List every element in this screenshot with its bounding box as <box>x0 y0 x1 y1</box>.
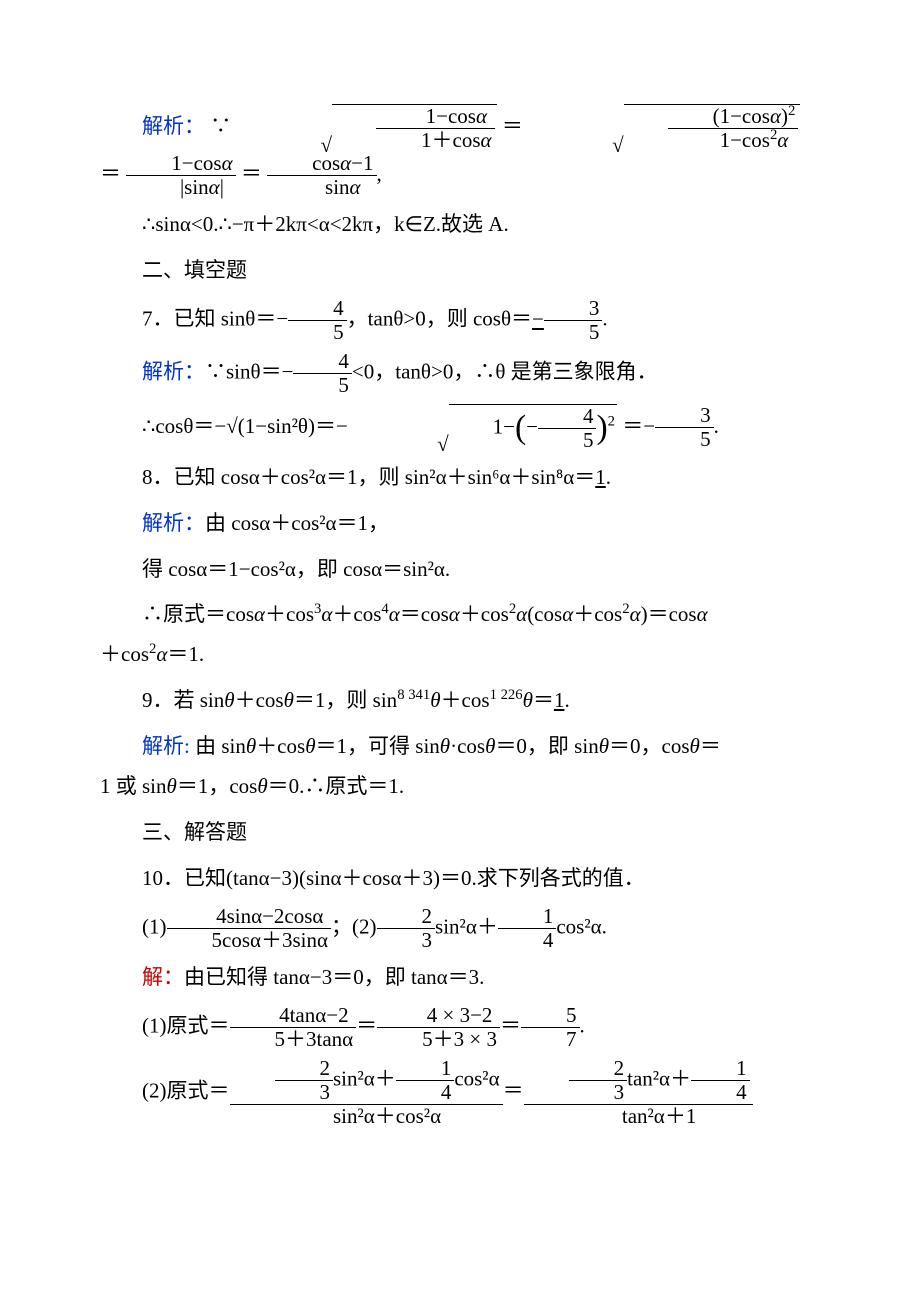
q10-jie-l1: 解：由已知得 tanα−3＝0，即 tanα＝3. <box>100 958 820 998</box>
label-jie: 解： <box>142 965 184 989</box>
q10-p1-f1: 4tanα−25＋3tanα <box>230 1004 357 1051</box>
q7-j2a: ∴cosθ＝−√(1−sin²θ)＝− <box>142 413 348 437</box>
q7-cos-frac: 35 <box>655 404 714 451</box>
label-jiexi: 解析： <box>142 114 205 138</box>
q6-because: ∵ <box>210 114 231 138</box>
q10-p1-ans: 57 <box>521 1004 580 1051</box>
q10-sub2-mid: sin²α＋ <box>435 914 498 938</box>
q8-answer: 1 <box>595 465 606 489</box>
q9-prompt: 9．若 sinθ＋cosθ＝1，则 sin8 341θ＋cos1 226θ＝1. <box>100 681 820 721</box>
q10-p1-prefix: (1)原式＝ <box>142 1013 230 1037</box>
q10-prompt: 10．已知(tanα−3)(sinα＋cosα＋3)＝0.求下列各式的值． <box>100 859 820 899</box>
q6-sqrt2: √(1−cosα)21−cos2α <box>528 104 800 152</box>
q10-sub1-frac: 4sinα−2cosα5cosα＋3sinα <box>167 905 332 952</box>
q10-p2: (2)原式＝23sin²α＋14cos²αsin²α＋cos²α＝23tan²α… <box>100 1057 820 1128</box>
q10-sub2a: 23 <box>377 905 436 952</box>
q7-sqrt: √1−(−45)2 <box>353 404 617 452</box>
q8-prompt: 8．已知 cosα＋cos²α＝1，则 sin²α＋sin⁶α＋sin⁸α＝1. <box>100 458 820 498</box>
q10-sub2b: 14 <box>498 905 557 952</box>
q10-p2-f2: 23tan²α＋14tan²α＋1 <box>524 1057 753 1128</box>
q10-sub2-label: ；(2) <box>331 914 377 938</box>
q10-sub2-tail: cos²α. <box>556 914 607 938</box>
q7-sin-frac: 45 <box>288 297 347 344</box>
label-jiexi-8: 解析： <box>142 511 205 535</box>
q8-l1: 解析：由 cosα＋cos²α＝1， <box>100 504 820 544</box>
q6-frac4: cosα−1sinα <box>267 152 376 199</box>
q9-answer: 1 <box>554 688 565 712</box>
q10-sub1-label: (1) <box>142 914 167 938</box>
q7-j1a: ∵sinθ＝− <box>205 360 293 384</box>
q7-j2b: ＝− <box>622 413 655 437</box>
q10-subs: (1)4sinα−2cosα5cosα＋3sinα；(2)23sin²α＋14c… <box>100 905 820 952</box>
q10-p1-f2: 4 × 3−25＋3 × 3 <box>377 1004 500 1051</box>
q7-jiexi-l2: ∴cosθ＝−√(1−sin²θ)＝− √1−(−45)2 ＝−35. <box>100 404 820 452</box>
q8-l2: 得 cosα＝1−cos²α，即 cosα＝sin²α. <box>100 550 820 590</box>
q7-mid: ，tanθ>0，则 cosθ＝ <box>347 307 532 331</box>
q10-p2-f1: 23sin²α＋14cos²αsin²α＋cos²α <box>230 1057 503 1128</box>
section-fill-heading: 二、填空题 <box>100 251 820 291</box>
q6-frac3: 1−cosα|sinα| <box>126 152 235 199</box>
q10-p2-prefix: (2)原式＝ <box>142 1078 230 1102</box>
q6-jiexi-line1: 解析： ∵ √1−cosα1＋cosα ＝ √(1−cosα)21−cos2α … <box>100 104 820 199</box>
q8-prompt-text: 8．已知 cosα＋cos²α＝1，则 sin²α＋sin⁶α＋sin⁸α＝ <box>142 465 595 489</box>
q7-prompt-prefix: 7．已知 sinθ＝ <box>142 307 276 331</box>
q9-jiexi: 解析: 由 sinθ＋cosθ＝1，可得 sinθ·cosθ＝0，即 sinθ＝… <box>100 727 820 807</box>
q10-jie-text: 由已知得 tanα−3＝0，即 tanα＝3. <box>184 965 484 989</box>
q6-jiexi-line2: ∴sinα<0.∴−π＋2kπ<α<2kπ，k∈Z.故选 A. <box>100 205 820 245</box>
label-jiexi-7: 解析： <box>142 360 205 384</box>
q8-l1-text: 由 cosα＋cos²α＝1， <box>205 511 389 535</box>
q10-p1: (1)原式＝4tanα−25＋3tanα＝4 × 3−25＋3 × 3＝57. <box>100 1004 820 1051</box>
q7-jiexi-l1: 解析：∵sinθ＝−45<0，tanθ>0，∴θ 是第三象限角． <box>100 350 820 397</box>
label-jiexi-9: 解析: <box>142 734 195 758</box>
q7-j1-frac: 45 <box>293 350 352 397</box>
q6-sqrt1: √1−cosα1＋cosα <box>237 104 497 152</box>
q7-sin-sign: − <box>276 307 288 331</box>
q8-l3: ∴原式＝cosα＋cos3α＋cos4α＝cosα＋cos2α(cosα＋cos… <box>100 595 820 675</box>
q7-answer: −35 <box>532 307 602 331</box>
section-solve-heading: 三、解答题 <box>100 813 820 853</box>
q7-j1b: <0，tanθ>0，∴θ 是第三象限角． <box>352 360 658 384</box>
q7-prompt: 7．已知 sinθ＝−45，tanθ>0，则 cosθ＝−35. <box>100 297 820 344</box>
